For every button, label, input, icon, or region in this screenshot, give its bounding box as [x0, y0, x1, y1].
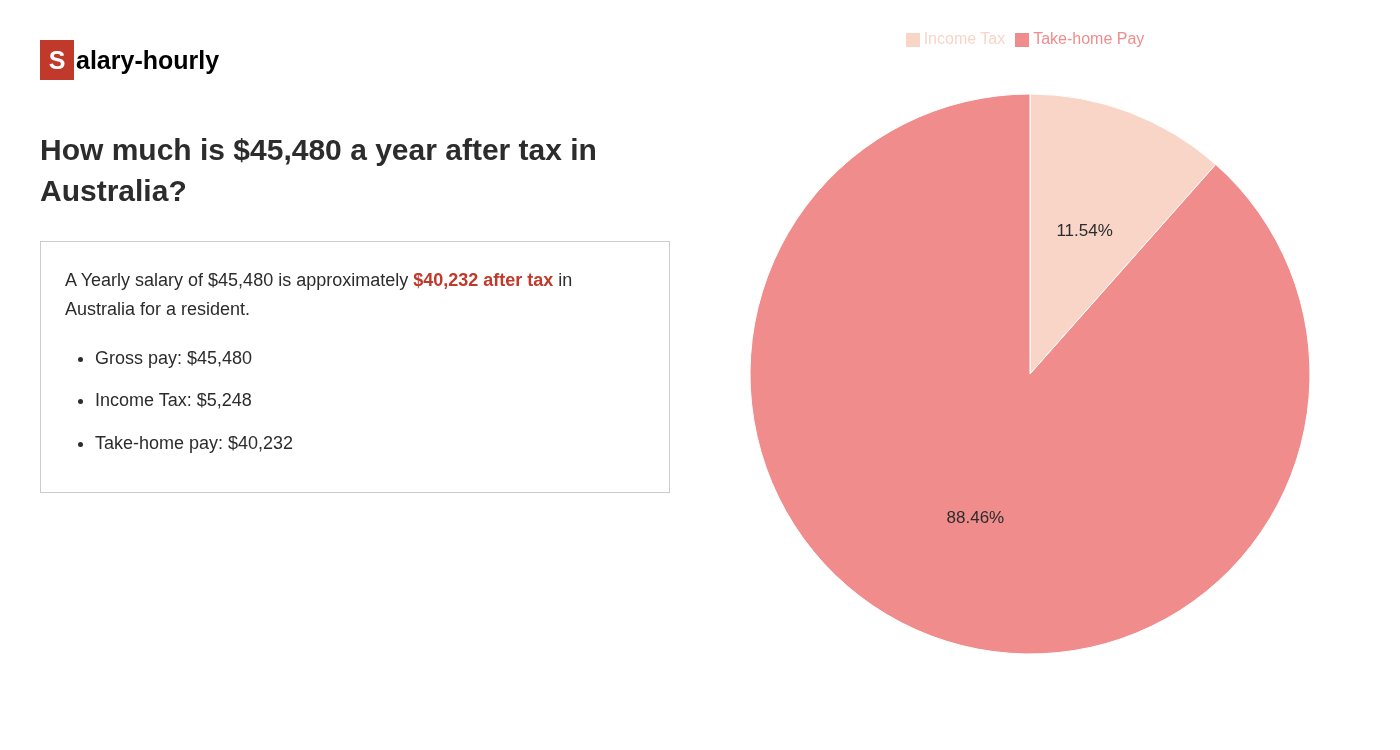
svg-text:11.54%: 11.54%: [1056, 221, 1112, 240]
html-text:Income Tax: $5,248: Income Tax: $5,248: [95, 390, 252, 411]
html-text:How much is $45,480 a year aft: How much is $45,480 a year after tax in …: [40, 133, 597, 207]
html-text:Take-home pay: $40,232: Take-home pay: $40,232: [95, 433, 294, 454]
html-text:Australia for a resident.: Australia for a resident.: [65, 298, 251, 319]
html-text:Gross pay: $45,480: Gross pay: $45,480: [95, 347, 253, 368]
html-text:Take-home Pay: Take-home Pay: [1033, 30, 1145, 47]
html-text:A Yearly salary of $45,480 is: A Yearly salary of $45,480 is approximat…: [65, 270, 573, 290]
html-text:alary-hourly: alary-hourly: [76, 45, 220, 74]
html-text:S: S: [48, 45, 66, 74]
svg-text:88.46%: 88.46%: [947, 508, 1005, 527]
html-text:Income Tax: Income Tax: [923, 30, 1006, 47]
